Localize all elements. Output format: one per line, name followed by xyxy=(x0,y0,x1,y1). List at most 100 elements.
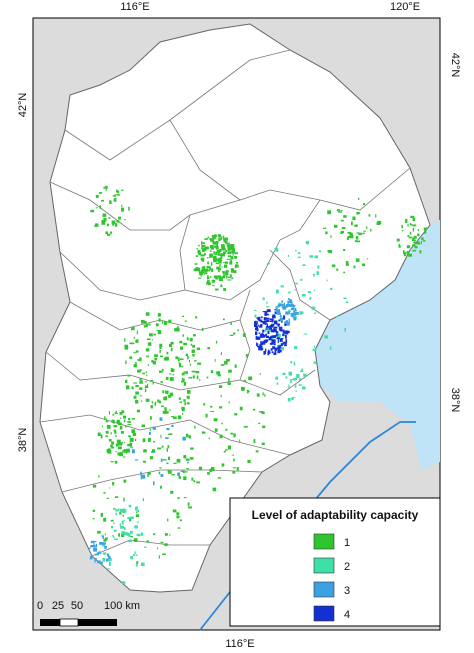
patch xyxy=(287,300,291,304)
patch xyxy=(279,317,283,322)
patch xyxy=(205,413,208,418)
patch xyxy=(182,315,184,317)
patch xyxy=(95,207,98,209)
patch xyxy=(213,418,218,422)
patch xyxy=(280,343,283,347)
patch xyxy=(183,382,187,386)
lon-label: 120°E xyxy=(390,1,420,13)
patch xyxy=(182,334,184,337)
patch xyxy=(124,527,126,530)
patch xyxy=(174,328,177,332)
patch xyxy=(234,252,238,255)
patch xyxy=(228,247,232,251)
patch xyxy=(217,267,221,270)
patch xyxy=(210,238,214,242)
patch xyxy=(222,271,225,275)
patch xyxy=(153,481,155,486)
patch xyxy=(377,220,382,225)
patch xyxy=(206,247,209,250)
patch xyxy=(105,430,109,434)
patch xyxy=(363,230,366,232)
patch xyxy=(295,390,297,392)
patch xyxy=(98,551,102,554)
patch xyxy=(274,309,276,311)
patch xyxy=(263,317,267,321)
patch xyxy=(311,306,316,310)
patch xyxy=(328,250,332,254)
patch xyxy=(128,540,132,543)
patch xyxy=(278,349,282,353)
patch xyxy=(410,215,415,218)
patch xyxy=(103,217,107,222)
patch xyxy=(215,276,219,280)
patch xyxy=(211,268,214,272)
scale-label: 50 xyxy=(71,600,83,612)
patch xyxy=(177,497,180,499)
patch xyxy=(168,433,173,435)
patch xyxy=(412,217,416,222)
patch xyxy=(272,315,276,319)
patch xyxy=(418,242,420,245)
patch xyxy=(210,405,213,408)
patch xyxy=(201,260,204,262)
patch xyxy=(180,346,184,350)
patch xyxy=(195,255,199,257)
patch xyxy=(186,433,189,438)
patch xyxy=(165,376,169,380)
patch xyxy=(289,300,293,304)
patch xyxy=(419,250,422,254)
patch xyxy=(269,324,274,328)
patch xyxy=(285,330,290,333)
patch xyxy=(133,364,137,368)
patch xyxy=(136,533,141,537)
patch xyxy=(198,466,203,470)
patch xyxy=(112,481,115,486)
patch xyxy=(263,350,266,355)
patch xyxy=(159,347,162,349)
patch xyxy=(115,434,117,438)
patch xyxy=(233,434,236,438)
patch xyxy=(107,223,109,227)
patch xyxy=(264,394,266,397)
patch xyxy=(123,456,126,458)
patch xyxy=(119,452,123,455)
patch xyxy=(230,433,234,435)
patch xyxy=(92,509,96,512)
patch xyxy=(153,441,156,443)
patch xyxy=(287,255,289,257)
patch xyxy=(146,355,149,358)
patch xyxy=(340,210,343,212)
patch xyxy=(148,322,150,324)
patch xyxy=(255,326,258,331)
patch xyxy=(329,346,332,350)
patch xyxy=(287,398,291,402)
patch xyxy=(161,445,164,448)
patch xyxy=(220,259,223,261)
patch xyxy=(127,444,131,447)
patch xyxy=(97,560,101,564)
patch xyxy=(170,416,175,418)
patch xyxy=(112,223,115,226)
patch xyxy=(219,264,221,267)
patch xyxy=(272,329,277,333)
patch xyxy=(126,532,129,536)
patch xyxy=(258,319,263,322)
patch xyxy=(177,472,180,476)
patch xyxy=(268,337,272,341)
patch xyxy=(108,217,111,219)
patch xyxy=(158,471,161,475)
patch xyxy=(120,508,123,513)
patch xyxy=(170,341,174,345)
patch xyxy=(153,451,156,453)
patch xyxy=(117,508,120,511)
patch xyxy=(93,547,97,552)
patch xyxy=(116,439,121,444)
patch xyxy=(104,537,108,540)
patch xyxy=(152,426,156,430)
patch xyxy=(231,277,234,280)
patch xyxy=(276,382,279,385)
patch xyxy=(162,553,166,555)
patch xyxy=(267,328,271,332)
lon-label: 116°E xyxy=(120,1,149,13)
patch xyxy=(279,338,283,342)
